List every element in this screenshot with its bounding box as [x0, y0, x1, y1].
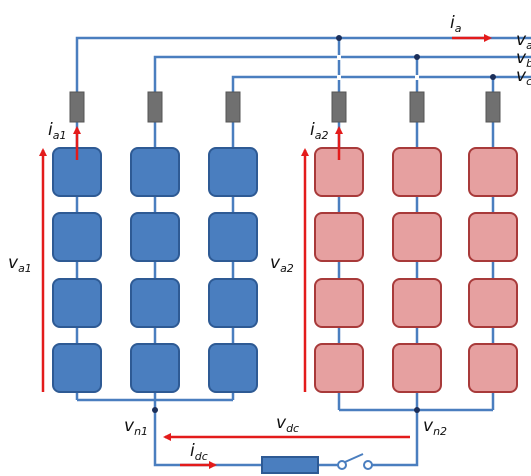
submodule: [468, 212, 518, 262]
junction-node: [336, 35, 342, 41]
submodule: [468, 278, 518, 328]
label-v-top-2: vb: [516, 48, 531, 70]
neutral-node-2: [414, 407, 420, 413]
label-v-a1: va1: [8, 253, 32, 275]
submodule: [208, 278, 258, 328]
submodule: [314, 212, 364, 262]
label-i-dc: idc: [190, 441, 208, 463]
phase-b-bus: [153, 55, 531, 92]
submodule: [208, 212, 258, 262]
label-v-top-1: va: [516, 30, 531, 52]
label-i-a2: ia2: [310, 120, 328, 142]
submodule: [392, 343, 442, 393]
inductor: [69, 91, 85, 123]
phase-a-bus: [75, 36, 531, 92]
dc-resistor: [261, 456, 319, 474]
dc-link-return: [372, 410, 419, 467]
label-v-dc: vdc: [276, 413, 299, 435]
submodule: [208, 343, 258, 393]
inductor: [409, 91, 425, 123]
phase-c-bus: [231, 75, 531, 92]
label-v-a2: va2: [270, 253, 294, 275]
inductor: [331, 91, 347, 123]
submodule: [314, 278, 364, 328]
neutral-node-1: [152, 407, 158, 413]
arm-inductors: [69, 91, 501, 123]
submodule: [52, 278, 102, 328]
inductor: [485, 91, 501, 123]
inductor: [225, 91, 241, 123]
submodule: [392, 278, 442, 328]
submodule: [392, 212, 442, 262]
submodule: [130, 212, 180, 262]
submodule: [52, 343, 102, 393]
submodule: [52, 212, 102, 262]
junction-node: [490, 74, 496, 80]
lower-arm-submodules: [314, 147, 518, 393]
dc-link-left: [153, 400, 262, 467]
dc-bus-wires: [77, 398, 493, 467]
dc-switch: [337, 453, 373, 470]
submodule: [130, 343, 180, 393]
label-i-a1: ia1: [48, 120, 66, 142]
label-v-top-3: vc: [516, 66, 531, 88]
annotation-arrows: [39, 34, 492, 469]
upper-arm-submodules: [52, 147, 258, 393]
submodule: [314, 343, 364, 393]
submodule: [130, 278, 180, 328]
junction-node: [414, 54, 420, 60]
label-v-n2: vn2: [423, 416, 447, 438]
submodule: [468, 343, 518, 393]
submodule: [392, 147, 442, 197]
submodule: [468, 147, 518, 197]
label-v-n1: vn1: [124, 416, 148, 438]
inductor: [147, 91, 163, 123]
ac-bus-wires: [75, 36, 531, 92]
submodule: [130, 147, 180, 197]
label-i-a: ia: [450, 13, 462, 35]
submodule: [208, 147, 258, 197]
